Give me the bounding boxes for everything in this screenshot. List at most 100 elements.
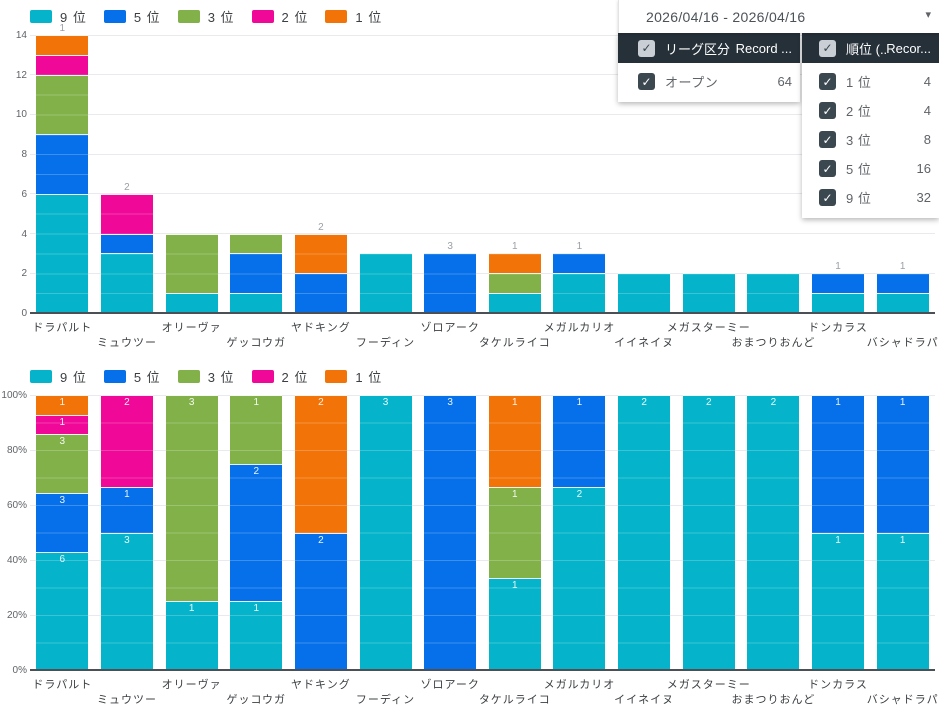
- row-checkbox[interactable]: ✓: [638, 73, 655, 90]
- bar-segment[interactable]: [100, 233, 153, 254]
- legend-item[interactable]: 3 位: [177, 7, 235, 26]
- bar-segment[interactable]: [36, 35, 89, 55]
- bar-segment[interactable]: 3: [165, 395, 218, 602]
- bar-segment[interactable]: [100, 193, 153, 234]
- bar-segment[interactable]: 3: [424, 395, 477, 670]
- bar[interactable]: 3: [424, 395, 477, 670]
- bar-segment[interactable]: [294, 273, 347, 313]
- bar-segment[interactable]: [876, 293, 929, 313]
- bar-segment[interactable]: 1: [36, 395, 89, 415]
- bar-segment[interactable]: [36, 134, 89, 194]
- select-all-checkbox[interactable]: ✓: [638, 39, 655, 57]
- bar-segment[interactable]: 3: [100, 532, 153, 670]
- legend-item[interactable]: 5 位: [103, 7, 161, 26]
- bar-segment[interactable]: 1: [100, 486, 153, 533]
- bar-segment[interactable]: 1: [812, 395, 865, 533]
- filter-row[interactable]: ✓ 3 位 8: [802, 125, 939, 154]
- bar-segment[interactable]: [230, 253, 283, 294]
- bar-segment[interactable]: 2: [294, 532, 347, 670]
- bar-segment[interactable]: [424, 253, 477, 313]
- bar[interactable]: 2: [747, 395, 800, 670]
- filter-row[interactable]: ✓ オープン 64: [618, 67, 800, 96]
- bar-segment[interactable]: 1: [488, 578, 541, 670]
- legend-item[interactable]: 9 位: [30, 367, 87, 386]
- bar-segment[interactable]: 1: [230, 601, 283, 670]
- bar-segment[interactable]: 1: [36, 414, 89, 435]
- bar-segment[interactable]: [747, 273, 800, 313]
- bar-segment[interactable]: 1: [876, 532, 929, 670]
- row-checkbox[interactable]: ✓: [819, 160, 836, 177]
- row-checkbox[interactable]: ✓: [819, 73, 836, 90]
- bar[interactable]: [359, 35, 412, 313]
- filter-row[interactable]: ✓ 9 位 32: [802, 183, 939, 212]
- bar-segment[interactable]: [359, 253, 412, 313]
- row-checkbox[interactable]: ✓: [819, 131, 836, 148]
- bar[interactable]: 1: [165, 35, 218, 313]
- bar-segment[interactable]: [36, 193, 89, 313]
- bar-segment[interactable]: [36, 74, 89, 135]
- legend-item[interactable]: 3 位: [177, 367, 235, 386]
- bar-segment[interactable]: 2: [230, 463, 283, 602]
- legend-item[interactable]: 2 位: [251, 367, 309, 386]
- bar-segment[interactable]: 2: [682, 395, 735, 670]
- select-all-checkbox[interactable]: ✓: [819, 39, 836, 57]
- date-range-picker[interactable]: 2026/04/16 - 2026/04/16 ▾: [618, 0, 939, 33]
- dropdown-caret-icon[interactable]: ▾: [925, 9, 931, 21]
- bar-segment[interactable]: 1: [553, 395, 606, 487]
- bar-segment[interactable]: 1: [876, 395, 929, 533]
- bar-segment[interactable]: [100, 253, 153, 313]
- bar-segment[interactable]: [165, 233, 218, 294]
- bar-segment[interactable]: [165, 293, 218, 313]
- bar-segment[interactable]: [553, 273, 606, 313]
- bar[interactable]: 1 1 1: [488, 395, 541, 670]
- bar-segment[interactable]: 1: [812, 532, 865, 670]
- bar-segment[interactable]: 2: [100, 395, 153, 487]
- bar-segment[interactable]: [488, 273, 541, 294]
- bar-segment[interactable]: [294, 233, 347, 274]
- bar-segment[interactable]: [618, 273, 671, 313]
- legend-item[interactable]: 2 位: [251, 7, 309, 26]
- row-checkbox[interactable]: ✓: [819, 102, 836, 119]
- bar-segment[interactable]: [230, 293, 283, 313]
- bar-segment[interactable]: 3: [359, 395, 412, 670]
- filter-row[interactable]: ✓ 5 位 16: [802, 154, 939, 183]
- bar-segment[interactable]: 1: [165, 601, 218, 670]
- bar-segment[interactable]: 3: [36, 493, 89, 553]
- legend-item[interactable]: 1 位: [325, 7, 382, 26]
- legend-item[interactable]: 1 位: [325, 367, 382, 386]
- bar[interactable]: 3 1 2: [100, 395, 153, 670]
- bar-segment[interactable]: 2: [553, 486, 606, 670]
- bar-segment[interactable]: 2: [747, 395, 800, 670]
- legend-item[interactable]: 5 位: [103, 367, 161, 386]
- bar-segment[interactable]: 3: [36, 434, 89, 494]
- bar-segment[interactable]: 2: [294, 395, 347, 533]
- bar-segment[interactable]: [553, 253, 606, 274]
- league-filter-header[interactable]: ✓ リーグ区分 Record ...: [618, 33, 800, 63]
- bar-segment[interactable]: 1: [230, 395, 283, 464]
- bar[interactable]: 21: [553, 35, 606, 313]
- bar-segment[interactable]: [812, 293, 865, 313]
- bar-segment[interactable]: 2: [618, 395, 671, 670]
- bar-segment[interactable]: [488, 293, 541, 313]
- bar[interactable]: 22: [294, 35, 347, 313]
- filter-row[interactable]: ✓ 1 位 4: [802, 67, 939, 96]
- legend-item[interactable]: 9 位: [30, 7, 87, 26]
- bar-segment[interactable]: 1: [488, 486, 541, 579]
- bar-segment[interactable]: 1: [488, 395, 541, 487]
- bar-segment[interactable]: [682, 273, 735, 313]
- bar[interactable]: 2: [618, 395, 671, 670]
- bar-segment[interactable]: 6: [36, 552, 89, 670]
- bar-segment[interactable]: [230, 233, 283, 254]
- bar[interactable]: 2: [682, 395, 735, 670]
- bar-segment[interactable]: [876, 273, 929, 294]
- bar[interactable]: 1 2 1: [230, 395, 283, 670]
- filter-row[interactable]: ✓ 2 位 4: [802, 96, 939, 125]
- bar-segment[interactable]: [36, 54, 89, 75]
